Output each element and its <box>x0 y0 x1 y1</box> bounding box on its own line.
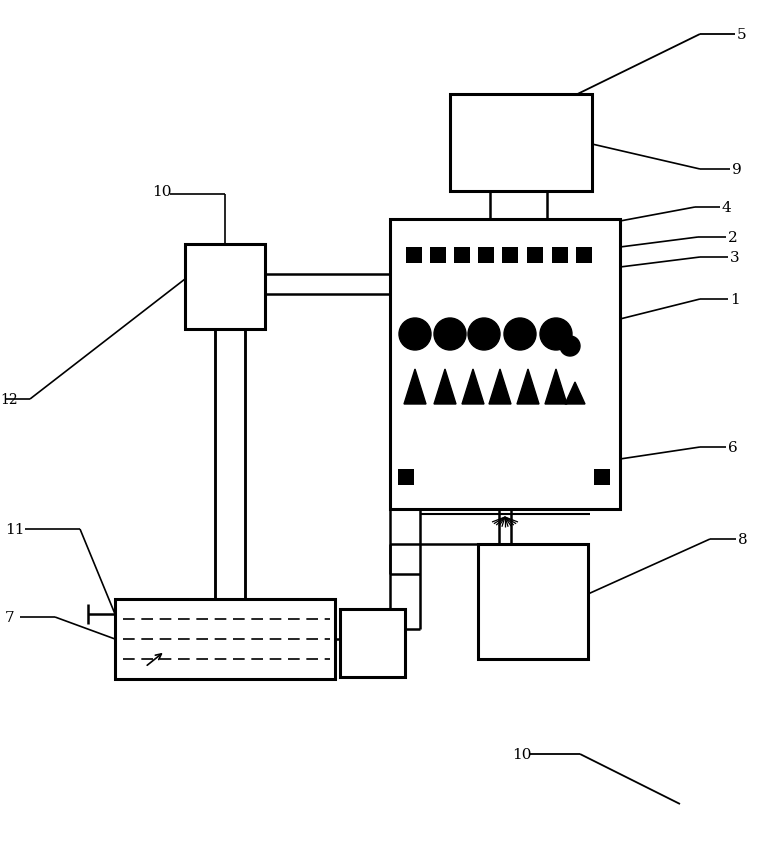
Bar <box>398 469 414 485</box>
Text: 7: 7 <box>5 610 15 625</box>
Text: 9: 9 <box>732 163 742 176</box>
Polygon shape <box>434 370 456 404</box>
Bar <box>478 247 494 263</box>
Text: 12: 12 <box>0 392 18 407</box>
Bar <box>478 544 588 659</box>
Bar <box>527 247 543 263</box>
Circle shape <box>399 319 431 350</box>
Text: 11: 11 <box>5 522 24 537</box>
Polygon shape <box>545 370 567 404</box>
Text: 4: 4 <box>722 201 732 214</box>
Circle shape <box>540 319 572 350</box>
Bar <box>502 247 518 263</box>
Text: 6: 6 <box>728 441 738 454</box>
Circle shape <box>468 319 500 350</box>
Text: 8: 8 <box>738 533 748 546</box>
Text: 10: 10 <box>512 747 532 761</box>
Bar <box>594 469 610 485</box>
Polygon shape <box>462 370 484 404</box>
Bar <box>390 219 620 510</box>
Text: 3: 3 <box>730 251 740 265</box>
Bar <box>552 247 568 263</box>
Circle shape <box>560 337 580 356</box>
Bar <box>115 599 335 679</box>
Bar <box>185 245 265 330</box>
Bar <box>340 609 405 677</box>
Polygon shape <box>404 370 426 404</box>
Polygon shape <box>489 370 511 404</box>
Text: 2: 2 <box>728 230 738 245</box>
Bar <box>454 247 470 263</box>
Bar <box>406 247 422 263</box>
Polygon shape <box>517 370 539 404</box>
Text: 5: 5 <box>737 28 746 42</box>
Text: 10: 10 <box>152 185 171 199</box>
Bar <box>576 247 592 263</box>
Bar <box>450 95 592 192</box>
Bar <box>430 247 446 263</box>
Circle shape <box>434 319 466 350</box>
Polygon shape <box>565 382 585 404</box>
Circle shape <box>504 319 536 350</box>
Text: 1: 1 <box>730 293 740 306</box>
